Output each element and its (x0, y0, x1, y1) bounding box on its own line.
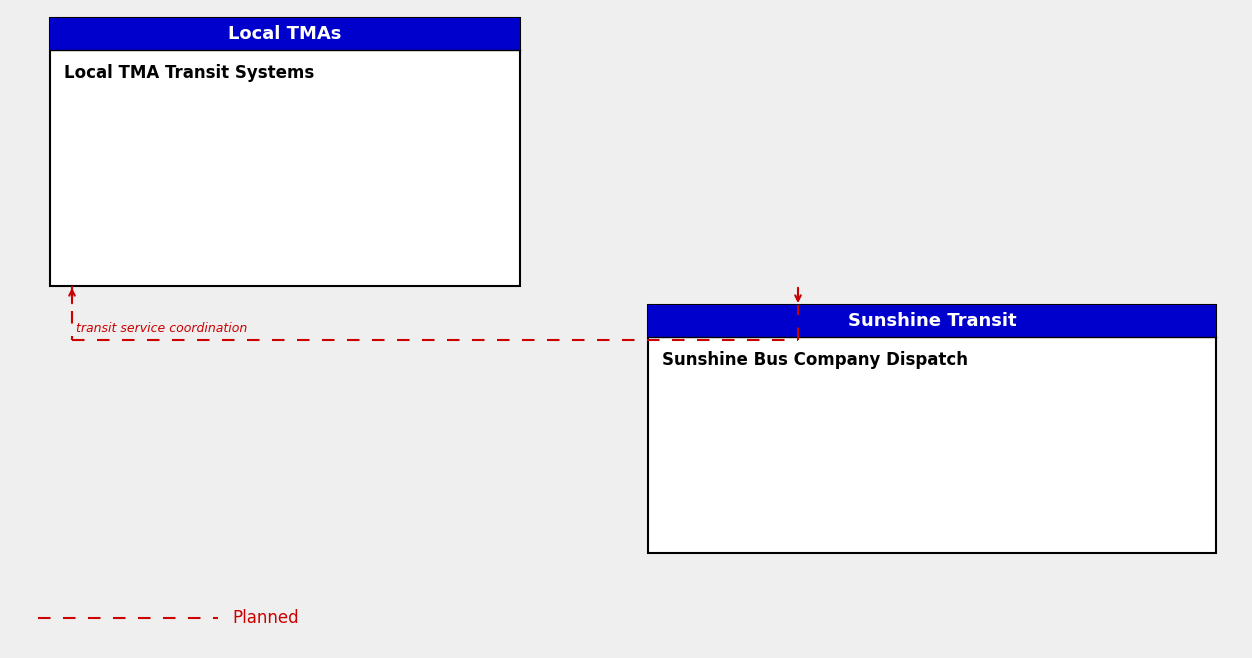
Text: Sunshine Bus Company Dispatch: Sunshine Bus Company Dispatch (662, 351, 968, 369)
Text: Local TMA Transit Systems: Local TMA Transit Systems (64, 64, 314, 82)
Text: Sunshine Transit: Sunshine Transit (848, 312, 1017, 330)
Text: Planned: Planned (232, 609, 299, 627)
Bar (50, 18, 520, 50)
Bar (50, 18, 520, 286)
Text: transit service coordination: transit service coordination (76, 322, 247, 335)
Text: Local TMAs: Local TMAs (228, 25, 342, 43)
Bar (649, 305, 1216, 337)
Bar (649, 305, 1216, 553)
